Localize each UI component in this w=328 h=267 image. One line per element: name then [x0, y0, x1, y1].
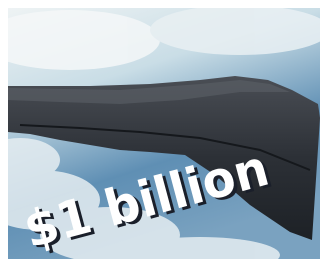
page: $1 billion $1 billion (() => { const dat… — [0, 0, 328, 267]
photo-frame: $1 billion $1 billion — [0, 0, 328, 267]
